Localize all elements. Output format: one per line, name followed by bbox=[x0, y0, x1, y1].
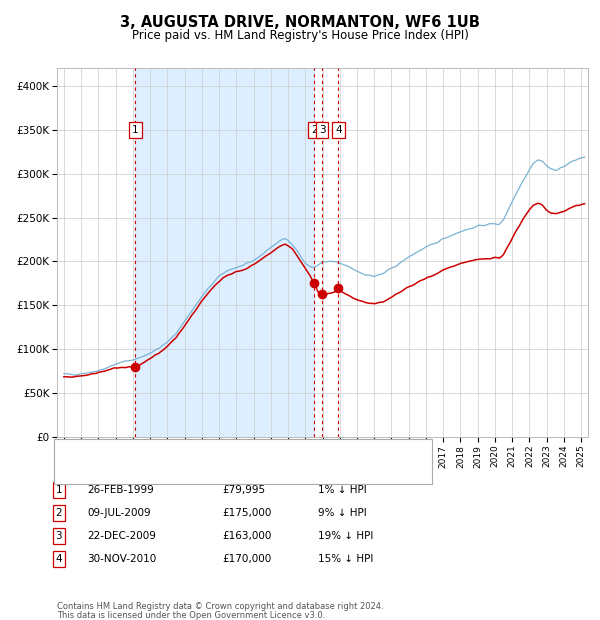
Text: HPI: Average price, detached house, Wakefield: HPI: Average price, detached house, Wake… bbox=[96, 465, 329, 475]
Text: 15% ↓ HPI: 15% ↓ HPI bbox=[318, 554, 373, 564]
Text: £170,000: £170,000 bbox=[222, 554, 271, 564]
Text: 9% ↓ HPI: 9% ↓ HPI bbox=[318, 508, 367, 518]
Text: 09-JUL-2009: 09-JUL-2009 bbox=[87, 508, 151, 518]
Text: 1: 1 bbox=[132, 125, 139, 135]
Text: 19% ↓ HPI: 19% ↓ HPI bbox=[318, 531, 373, 541]
Text: 22-DEC-2009: 22-DEC-2009 bbox=[87, 531, 156, 541]
Text: 3, AUGUSTA DRIVE, NORMANTON, WF6 1UB (detached house): 3, AUGUSTA DRIVE, NORMANTON, WF6 1UB (de… bbox=[96, 448, 406, 458]
Bar bbox=[136, 68, 314, 437]
Text: 3: 3 bbox=[319, 125, 325, 135]
Text: 1% ↓ HPI: 1% ↓ HPI bbox=[318, 485, 367, 495]
Text: 2: 2 bbox=[55, 508, 62, 518]
Text: 4: 4 bbox=[335, 125, 341, 135]
Text: This data is licensed under the Open Government Licence v3.0.: This data is licensed under the Open Gov… bbox=[57, 611, 325, 619]
Text: 30-NOV-2010: 30-NOV-2010 bbox=[87, 554, 156, 564]
Text: 1: 1 bbox=[55, 485, 62, 495]
Text: £163,000: £163,000 bbox=[222, 531, 271, 541]
Text: 2: 2 bbox=[311, 125, 317, 135]
Text: 3, AUGUSTA DRIVE, NORMANTON, WF6 1UB: 3, AUGUSTA DRIVE, NORMANTON, WF6 1UB bbox=[120, 16, 480, 30]
Text: Price paid vs. HM Land Registry's House Price Index (HPI): Price paid vs. HM Land Registry's House … bbox=[131, 30, 469, 42]
Text: 3: 3 bbox=[55, 531, 62, 541]
Text: 4: 4 bbox=[55, 554, 62, 564]
Text: 26-FEB-1999: 26-FEB-1999 bbox=[87, 485, 154, 495]
Text: Contains HM Land Registry data © Crown copyright and database right 2024.: Contains HM Land Registry data © Crown c… bbox=[57, 602, 383, 611]
Text: £79,995: £79,995 bbox=[222, 485, 265, 495]
Text: £175,000: £175,000 bbox=[222, 508, 271, 518]
